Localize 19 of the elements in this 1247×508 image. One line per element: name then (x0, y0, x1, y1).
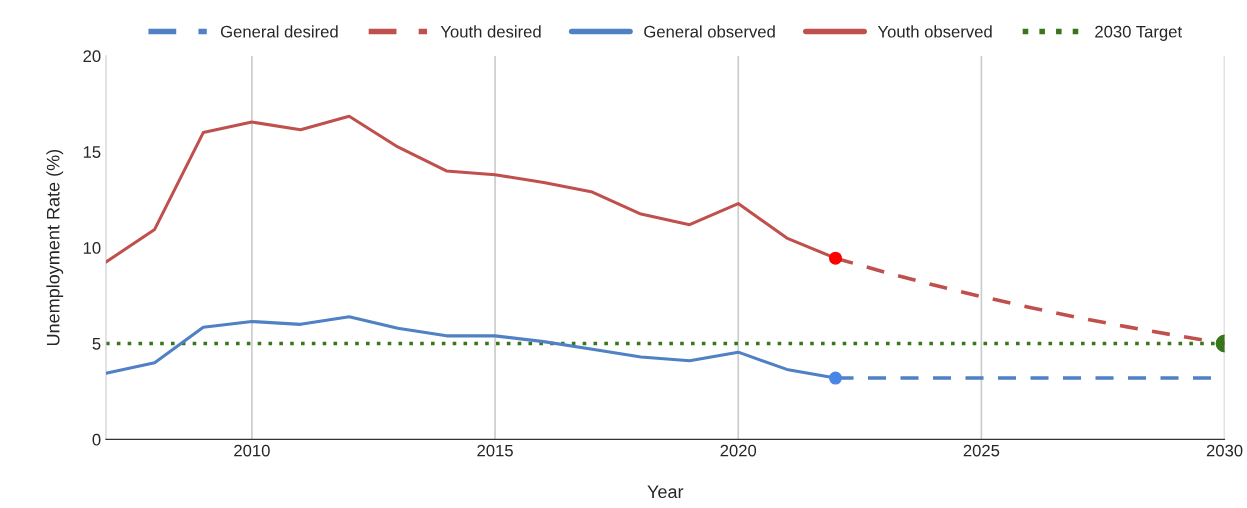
x-tick-label: 2030 (1206, 444, 1243, 457)
x-axis-title: Year (647, 485, 684, 499)
legend-label: General observed (644, 25, 775, 38)
point (828, 251, 842, 265)
y-axis-title: Unemployment Rate (%) (46, 149, 64, 346)
x-tick-label: 2010 (234, 444, 270, 457)
y-tick-label: 20 (83, 50, 101, 63)
x-tick-label: 2025 (963, 444, 1000, 457)
y-tick-label: 0 (92, 433, 101, 446)
x-tick-label: 2020 (720, 444, 757, 457)
legend-label: Youth observed (877, 25, 992, 38)
legend-label: General desired (220, 25, 338, 38)
x-tick-label: 2015 (477, 444, 513, 457)
y-tick-label: 15 (83, 146, 101, 158)
legend-label: Youth desired (440, 25, 541, 38)
legend-label: 2030 Target (1095, 25, 1182, 41)
point (828, 371, 842, 385)
y-tick-label: 10 (83, 242, 101, 254)
y-tick-label: 5 (92, 338, 101, 350)
